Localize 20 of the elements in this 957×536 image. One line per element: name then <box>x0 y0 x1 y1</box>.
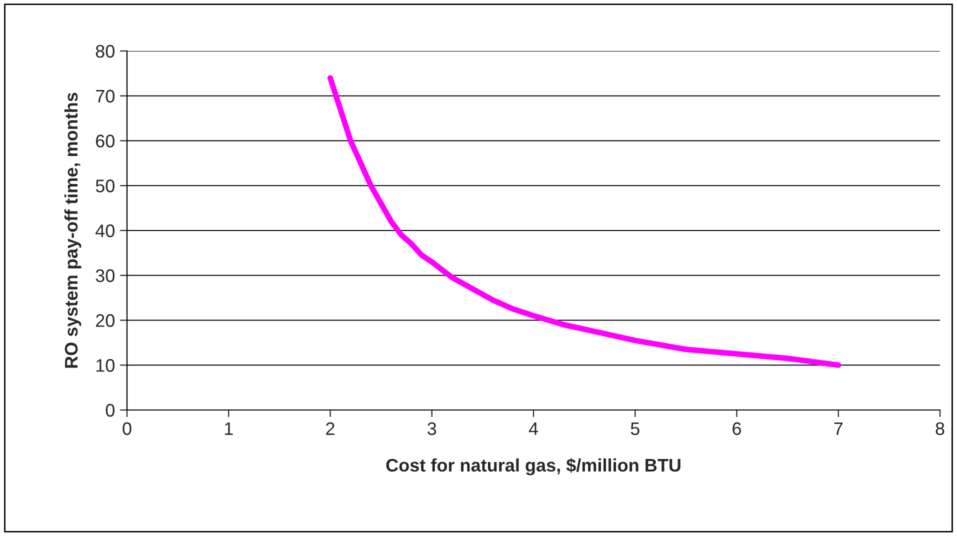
y-tick-label: 60 <box>96 134 114 148</box>
y-tick-label: 30 <box>96 269 114 282</box>
y-tick-label: 80 <box>96 44 114 58</box>
x-tick-label: 0 <box>122 422 132 436</box>
y-tick-label: 50 <box>96 180 114 192</box>
x-tick-label: 8 <box>936 422 944 436</box>
y-tick-label: 20 <box>96 314 114 327</box>
y-tick-label: 70 <box>96 90 114 103</box>
x-tick-label: 4 <box>528 422 538 435</box>
x-tick-label: 6 <box>732 422 741 436</box>
y-tick-label: 10 <box>96 359 114 372</box>
x-axis-title: Cost for natural gas, $/million BTU <box>386 458 680 476</box>
y-tick-label: 0 <box>106 404 114 417</box>
x-tick-label: 3 <box>428 422 436 436</box>
x-tick-label: 1 <box>224 422 233 435</box>
x-tick-label: 5 <box>630 422 640 436</box>
x-tick-label: 2 <box>326 422 334 435</box>
y-axis-title: RO system pay-off time, months <box>64 92 82 368</box>
x-tick-label: 7 <box>834 422 842 435</box>
y-tick-label: 40 <box>96 224 114 238</box>
